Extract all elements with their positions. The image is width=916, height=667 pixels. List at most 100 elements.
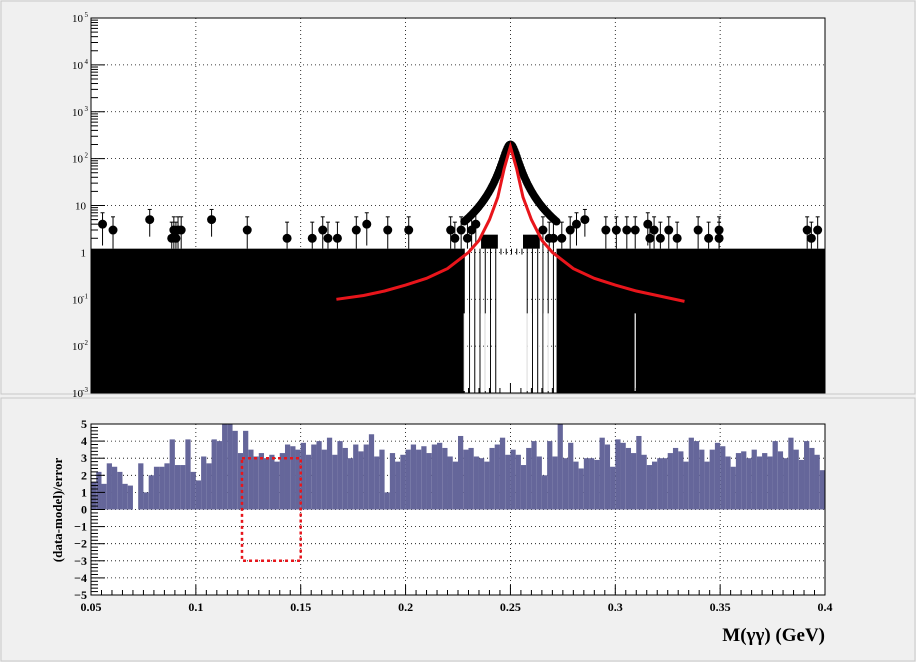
residual-bar: [804, 441, 810, 510]
marker: [323, 233, 333, 243]
residual-bar: [295, 449, 301, 510]
residual-bar: [489, 447, 495, 510]
residual-bar: [143, 492, 149, 510]
residual-bar: [395, 461, 401, 510]
marker: [813, 225, 823, 235]
data-point: [332, 221, 342, 249]
data-point: [813, 216, 823, 249]
marker: [655, 233, 665, 243]
residual-bar: [264, 458, 270, 510]
residual-bar: [342, 447, 348, 510]
marker: [649, 225, 659, 235]
y-tick-label: 10: [72, 388, 84, 400]
residual-bar: [798, 459, 805, 510]
marker: [450, 233, 460, 243]
residual-bar: [541, 475, 548, 510]
data-point: [548, 221, 558, 249]
residual-bar: [127, 485, 133, 510]
marker: [806, 233, 816, 243]
residual-bar: [337, 441, 343, 510]
highlight-box: [240, 456, 302, 563]
marker: [404, 225, 414, 235]
residual-bar: [232, 430, 238, 510]
y-tick-exponent: -1: [82, 292, 88, 300]
residual-bar: [599, 437, 605, 510]
residual-bar: [410, 444, 417, 510]
data-point: [145, 208, 155, 237]
data-point: [176, 216, 186, 249]
residual-bar: [604, 444, 611, 510]
residual-bar: [573, 461, 579, 510]
marker: [664, 225, 674, 235]
residual-bar: [735, 453, 742, 510]
peak-points: [460, 140, 561, 226]
x-tick-label: 0.25: [500, 600, 521, 614]
marker: [693, 225, 703, 235]
residual-bar: [651, 461, 658, 510]
band-shoulder: [523, 234, 540, 249]
residual-bar: [783, 458, 789, 510]
residual-bar: [562, 458, 569, 510]
data-point: [456, 216, 466, 249]
y-tick-exponent: 2: [85, 152, 89, 160]
residual-bar: [631, 453, 637, 510]
residual-bar: [646, 465, 652, 510]
data-point: [630, 216, 640, 249]
background-band: [91, 234, 825, 393]
data-point: [307, 221, 317, 249]
marker: [351, 225, 361, 235]
marker: [98, 219, 108, 229]
residual-bar: [777, 451, 784, 510]
y-tick-exponent: 5: [85, 11, 89, 19]
residual-bar: [164, 463, 170, 510]
data-point: [714, 221, 724, 249]
data-point: [446, 216, 456, 249]
y-tick-label: −5: [74, 588, 87, 602]
marker: [171, 233, 181, 243]
residual-bar: [762, 453, 768, 510]
residual-bar: [756, 456, 763, 510]
marker: [565, 225, 575, 235]
peak-gap: [496, 254, 525, 393]
residual-bar: [389, 453, 396, 510]
y-tick-label: 10: [72, 294, 84, 306]
residual-bar: [568, 442, 574, 510]
residual-bar: [515, 454, 521, 510]
marker: [601, 225, 611, 235]
residual-bar: [353, 444, 359, 510]
residual-bar: [814, 454, 820, 510]
x-tick-label: 0.3: [608, 600, 623, 614]
residual-bar: [452, 461, 458, 510]
residual-bar: [641, 454, 647, 510]
data-point: [571, 212, 581, 246]
data-point: [672, 221, 682, 249]
data-point: [351, 216, 361, 249]
y-tick-label: 10: [72, 60, 84, 72]
residual-bar: [227, 424, 233, 510]
residual-bar: [174, 465, 181, 510]
residual-bar: [185, 439, 191, 510]
data-point: [601, 216, 611, 249]
marker: [714, 233, 724, 243]
residual-bar: [447, 456, 453, 510]
marker: [580, 215, 590, 225]
residual-bar: [180, 465, 186, 510]
marker: [446, 225, 456, 235]
residual-bar: [347, 458, 354, 510]
residual-bar: [463, 449, 469, 510]
residual-bar: [520, 465, 527, 510]
band-right: [556, 248, 825, 393]
marker: [630, 225, 640, 235]
residual-bar: [358, 451, 364, 510]
data-point: [404, 216, 414, 249]
residual-bar: [300, 442, 306, 510]
residual-bar: [578, 468, 584, 510]
residual-bar: [809, 447, 815, 510]
residual-bar: [819, 470, 825, 510]
top-x-ticks: [90, 383, 826, 393]
y-tick-label: 10: [72, 107, 84, 119]
marker: [645, 233, 655, 243]
data-points: [98, 208, 823, 249]
